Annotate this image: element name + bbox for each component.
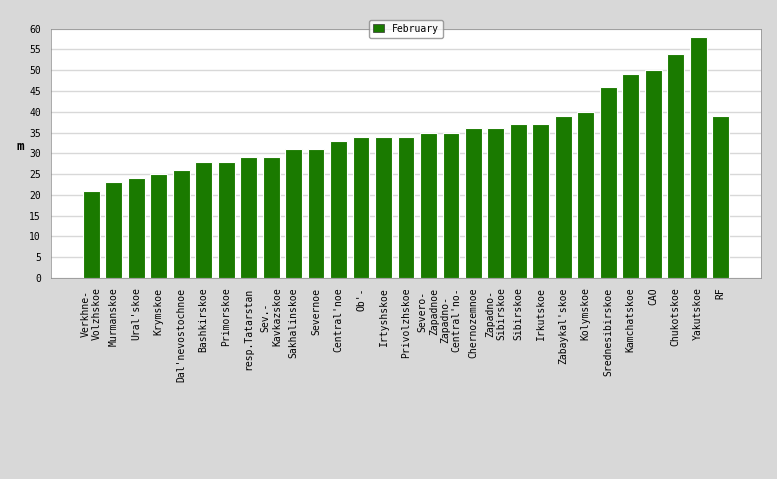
- Bar: [106, 182, 122, 278]
- Bar: [690, 37, 706, 278]
- Bar: [330, 141, 347, 278]
- Bar: [150, 174, 167, 278]
- Bar: [127, 178, 145, 278]
- Bar: [375, 137, 392, 278]
- Bar: [398, 137, 414, 278]
- Bar: [622, 74, 639, 278]
- Bar: [240, 158, 257, 278]
- Bar: [713, 116, 729, 278]
- Bar: [285, 149, 302, 278]
- Bar: [600, 87, 617, 278]
- Bar: [83, 191, 99, 278]
- Bar: [263, 158, 280, 278]
- Bar: [667, 54, 685, 278]
- Bar: [487, 128, 504, 278]
- Y-axis label: m: m: [17, 140, 24, 153]
- Bar: [353, 137, 369, 278]
- Bar: [555, 116, 572, 278]
- Bar: [510, 124, 527, 278]
- Bar: [195, 161, 212, 278]
- Bar: [218, 161, 235, 278]
- Bar: [443, 133, 459, 278]
- Bar: [420, 133, 437, 278]
- Legend: February: February: [369, 20, 443, 38]
- Bar: [645, 70, 662, 278]
- Bar: [577, 112, 594, 278]
- Bar: [172, 170, 190, 278]
- Bar: [532, 124, 549, 278]
- Bar: [465, 128, 482, 278]
- Bar: [308, 149, 325, 278]
